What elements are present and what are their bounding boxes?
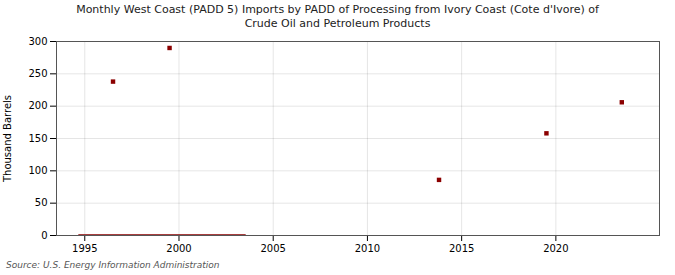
svg-text:1995: 1995 — [72, 243, 97, 254]
svg-text:2005: 2005 — [260, 243, 285, 254]
html-text:Monthly West Coast (PADD 5) Im: Monthly West Coast (PADD 5) Imports by P… — [76, 3, 599, 16]
svg-text:2015: 2015 — [449, 243, 474, 254]
svg-text:50: 50 — [35, 197, 48, 208]
svg-text:250: 250 — [28, 68, 47, 79]
svg-text:150: 150 — [28, 133, 47, 144]
svg-text:300: 300 — [28, 36, 47, 47]
html-text:Source: U.S. Energy Informatio: Source: U.S. Energy Information Administ… — [6, 260, 220, 270]
html-text:Crude Oil and Petroleum Produc: Crude Oil and Petroleum Products — [244, 17, 431, 30]
svg-text:200: 200 — [28, 100, 47, 111]
svg-text:0: 0 — [41, 230, 47, 241]
svg-text:2000: 2000 — [166, 243, 191, 254]
svg-text:2010: 2010 — [355, 243, 380, 254]
svg-text:Thousand Barrels: Thousand Barrels — [2, 95, 13, 183]
svg-text:100: 100 — [28, 165, 47, 176]
svg-text:2020: 2020 — [543, 243, 568, 254]
